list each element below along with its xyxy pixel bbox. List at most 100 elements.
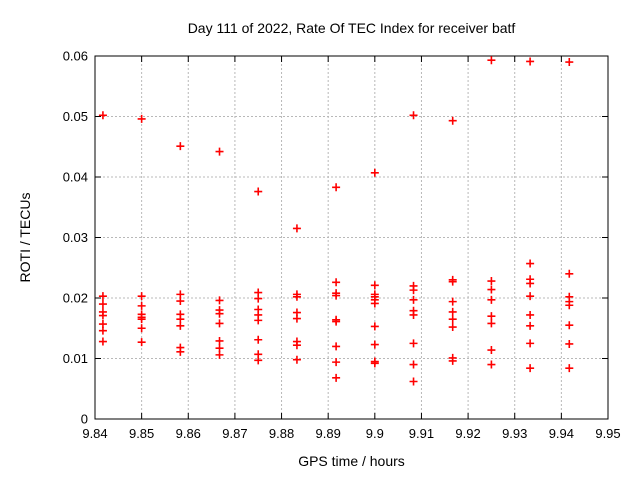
grid-lines <box>95 56 608 419</box>
data-point-marker <box>409 377 418 386</box>
data-point-marker <box>370 359 379 368</box>
data-point-marker <box>487 295 496 304</box>
data-point-marker <box>254 187 263 196</box>
y-tick-label: 0.01 <box>63 351 88 366</box>
data-point-marker <box>565 321 574 330</box>
data-points <box>98 56 574 386</box>
data-point-marker <box>98 292 107 301</box>
data-point-marker <box>292 355 301 364</box>
data-point-marker <box>292 341 301 350</box>
y-tick-label: 0.04 <box>63 170 88 185</box>
data-point-marker <box>526 279 535 288</box>
data-point-marker <box>487 285 496 294</box>
data-point-marker <box>215 309 224 318</box>
data-point-marker <box>487 360 496 369</box>
x-tick-label: 9.93 <box>502 426 527 441</box>
x-tick-label: 9.86 <box>176 426 201 441</box>
data-point-marker <box>332 183 341 192</box>
data-point-marker <box>565 339 574 348</box>
data-point-marker <box>448 315 457 324</box>
data-point-marker <box>409 111 418 120</box>
data-point-marker <box>370 168 379 177</box>
x-tick-label: 9.87 <box>222 426 247 441</box>
data-point-marker <box>448 307 457 316</box>
x-tick-label: 9.85 <box>129 426 154 441</box>
data-point-marker <box>176 321 185 330</box>
data-point-marker <box>526 339 535 348</box>
data-point-marker <box>332 358 341 367</box>
data-point-marker <box>215 296 224 305</box>
data-point-marker <box>292 292 301 301</box>
data-point-marker <box>370 281 379 290</box>
data-point-marker <box>409 339 418 348</box>
data-point-marker <box>565 58 574 67</box>
data-point-marker <box>254 356 263 365</box>
data-point-marker <box>370 299 379 308</box>
data-point-marker <box>332 291 341 300</box>
data-point-marker <box>98 337 107 346</box>
data-point-marker <box>137 292 146 301</box>
data-point-marker <box>448 116 457 125</box>
data-point-marker <box>137 301 146 310</box>
data-point-marker <box>526 259 535 268</box>
data-point-marker <box>215 336 224 345</box>
x-tick-label: 9.88 <box>269 426 294 441</box>
data-point-marker <box>448 297 457 306</box>
data-point-marker <box>487 346 496 355</box>
x-tick-label: 9.9 <box>366 426 384 441</box>
tick-labels: 9.84 9.85 9.86 9.87 9.88 9.89 9.9 9.91 9.92 9.93 9… <box>63 49 621 442</box>
data-point-marker <box>526 310 535 319</box>
data-point-marker <box>254 316 263 325</box>
data-point-marker <box>370 340 379 349</box>
data-point-marker <box>487 277 496 286</box>
data-point-marker <box>409 360 418 369</box>
y-tick-label: 0.06 <box>63 49 88 64</box>
data-point-marker <box>332 373 341 382</box>
x-tick-label: 9.89 <box>316 426 341 441</box>
data-point-marker <box>176 142 185 151</box>
x-tick-label: 9.92 <box>455 426 480 441</box>
data-point-marker <box>98 300 107 309</box>
data-point-marker <box>98 111 107 120</box>
data-point-marker <box>176 297 185 306</box>
chart-title: Day 111 of 2022, Rate Of TEC Index for r… <box>188 20 516 36</box>
data-point-marker <box>565 269 574 278</box>
data-point-marker <box>448 356 457 365</box>
data-point-marker <box>487 319 496 328</box>
y-axis-label: ROTI / TECUs <box>17 193 33 283</box>
data-point-marker <box>526 321 535 330</box>
data-point-marker <box>487 56 496 65</box>
data-point-marker <box>565 301 574 310</box>
data-point-marker <box>215 147 224 156</box>
data-point-marker <box>370 322 379 331</box>
data-point-marker <box>137 315 146 324</box>
data-point-marker <box>137 338 146 347</box>
data-point-marker <box>215 319 224 328</box>
data-point-marker <box>254 294 263 303</box>
y-tick-label: 0.03 <box>63 230 88 245</box>
data-point-marker <box>292 314 301 323</box>
data-point-marker <box>409 310 418 319</box>
data-point-marker <box>565 364 574 373</box>
data-point-marker <box>292 224 301 233</box>
x-tick-label: 9.84 <box>82 426 107 441</box>
data-point-marker <box>98 311 107 320</box>
y-tick-label: 0.02 <box>63 291 88 306</box>
plot-border <box>94 55 609 420</box>
data-point-marker <box>448 277 457 286</box>
data-point-marker <box>409 286 418 295</box>
data-point-marker <box>409 295 418 304</box>
data-point-marker <box>137 324 146 333</box>
x-tick-label: 9.95 <box>595 426 620 441</box>
x-tick-label: 9.91 <box>409 426 434 441</box>
data-point-marker <box>215 350 224 359</box>
x-axis-label: GPS time / hours <box>298 453 405 469</box>
data-point-marker <box>137 114 146 123</box>
data-point-marker <box>176 347 185 356</box>
x-tick-label: 9.94 <box>549 426 574 441</box>
data-point-marker <box>98 326 107 335</box>
y-tick-label: 0.05 <box>63 109 88 124</box>
data-point-marker <box>526 57 535 66</box>
